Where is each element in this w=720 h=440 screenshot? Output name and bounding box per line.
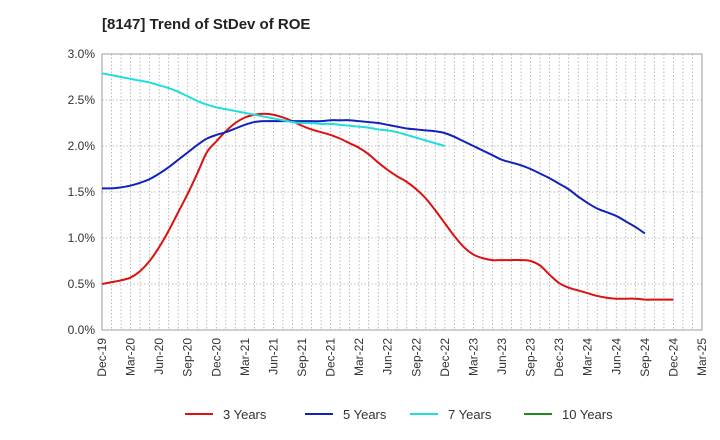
x-tick-label: Mar-20	[124, 338, 138, 376]
x-tick-label: Dec-24	[666, 338, 680, 377]
x-tick-label: Jun-24	[609, 338, 623, 375]
legend: 3 Years 5 Years 7 Years 10 Years	[185, 407, 613, 422]
y-axis: 0.0% 0.5% 1.0% 1.5% 2.0% 2.5% 3.0%	[68, 47, 96, 337]
x-tick-label: Mar-21	[238, 338, 252, 376]
y-tick-label: 0.0%	[68, 323, 96, 337]
x-tick-label: Dec-19	[95, 338, 109, 377]
x-tick-label: Mar-22	[352, 338, 366, 376]
x-tick-label: Sep-20	[181, 338, 195, 377]
plot-area	[101, 53, 703, 331]
legend-label-5-years: 5 Years	[343, 407, 387, 422]
y-tick-label: 3.0%	[68, 47, 96, 61]
x-tick-label: Jun-22	[381, 338, 395, 375]
y-tick-label: 2.0%	[68, 139, 96, 153]
x-tick-label: Dec-22	[438, 338, 452, 377]
x-tick-label: Mar-25	[695, 338, 709, 376]
legend-label-10-years: 10 Years	[562, 407, 613, 422]
x-tick-label: Dec-23	[552, 338, 566, 377]
x-tick-label: Sep-24	[638, 338, 652, 377]
y-tick-label: 1.5%	[68, 185, 96, 199]
x-tick-label: Mar-23	[466, 338, 480, 376]
series-line-3-years	[101, 112, 674, 301]
y-tick-label: 0.5%	[68, 277, 96, 291]
gridlines	[102, 53, 702, 331]
series-lines	[101, 72, 674, 301]
x-tick-label: Sep-22	[409, 338, 423, 377]
legend-label-3-years: 3 Years	[223, 407, 267, 422]
x-tick-label: Dec-21	[324, 338, 338, 377]
chart-title: [8147] Trend of StDev of ROE	[102, 16, 310, 33]
series-line-7-years	[101, 72, 446, 147]
x-tick-label: Mar-24	[581, 338, 595, 376]
series-line-5-years	[101, 119, 646, 235]
x-tick-label: Jun-21	[266, 338, 280, 375]
legend-label-7-years: 7 Years	[448, 407, 492, 422]
y-tick-label: 2.5%	[68, 93, 96, 107]
x-tick-label: Jun-23	[495, 338, 509, 375]
x-tick-label: Sep-23	[524, 338, 538, 377]
x-tick-label: Dec-20	[209, 338, 223, 377]
plot-frame	[101, 53, 703, 331]
x-tick-label: Jun-20	[152, 338, 166, 375]
x-axis: Dec-19 Mar-20 Jun-20 Sep-20 Dec-20 Mar-21 Jun-…	[95, 338, 709, 377]
y-tick-label: 1.0%	[68, 231, 96, 245]
x-tick-label: Sep-21	[295, 338, 309, 377]
